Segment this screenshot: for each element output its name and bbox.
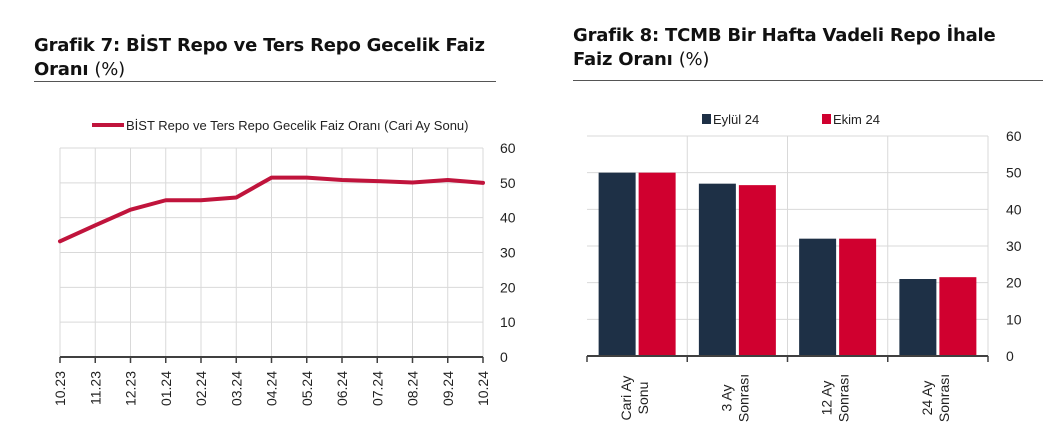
x-tick-label: 3 Ay bbox=[718, 385, 734, 412]
y-tick-label: 40 bbox=[1006, 201, 1022, 217]
chart-title-line1: Grafik 8: TCMB Bir Hafta Vadeli Repo İha… bbox=[573, 25, 996, 46]
legend-label: BİST Repo ve Ters Repo Gecelik Faiz Oran… bbox=[126, 118, 468, 133]
bar-eylul bbox=[899, 279, 937, 356]
x-tick-label: 01.24 bbox=[158, 371, 174, 406]
x-tick-label: 08.24 bbox=[405, 371, 421, 406]
chart-title-unit: (%) bbox=[678, 49, 710, 70]
x-tick-label: Sonrası bbox=[836, 374, 852, 422]
legend-swatch bbox=[702, 114, 711, 124]
chart-title-line2: Oranı bbox=[34, 59, 89, 80]
chart-panel-right: Grafik 8: TCMB Bir Hafta Vadeli Repo İha… bbox=[520, 0, 1053, 448]
y-tick-label: 0 bbox=[500, 349, 508, 365]
chart-title: Grafik 8: TCMB Bir Hafta Vadeli Repo İha… bbox=[573, 24, 1043, 72]
bar-ekim bbox=[738, 185, 776, 356]
bar-eylul bbox=[598, 172, 636, 356]
x-tick-label: Cari Ay bbox=[618, 376, 634, 421]
chart-title-line1: Grafik 7: BİST Repo ve Ters Repo Gecelik… bbox=[34, 35, 485, 56]
chart-title-unit: (%) bbox=[94, 59, 125, 80]
y-tick-label: 10 bbox=[500, 314, 516, 330]
x-tick-label: 24 Ay bbox=[919, 381, 935, 416]
x-tick-label: Sonrası bbox=[735, 374, 751, 422]
title-underline bbox=[573, 80, 1043, 81]
x-tick-label: Sonu bbox=[635, 382, 651, 415]
y-tick-label: 30 bbox=[1006, 238, 1022, 254]
x-tick-label: 04.24 bbox=[264, 371, 280, 406]
y-tick-label: 60 bbox=[1006, 128, 1022, 144]
chart-panel-left: Grafik 7: BİST Repo ve Ters Repo Gecelik… bbox=[0, 0, 520, 448]
x-tick-label: 11.23 bbox=[87, 371, 103, 405]
x-tick-label: 07.24 bbox=[369, 371, 385, 406]
y-tick-label: 10 bbox=[1006, 311, 1022, 327]
bar-ekim bbox=[638, 172, 676, 356]
y-tick-label: 50 bbox=[1006, 165, 1022, 181]
title-underline bbox=[34, 81, 496, 82]
chart-title: Grafik 7: BİST Repo ve Ters Repo Gecelik… bbox=[34, 34, 514, 82]
bar-eylul bbox=[799, 238, 837, 356]
y-tick-label: 60 bbox=[500, 140, 516, 156]
x-tick-label: 03.24 bbox=[228, 371, 244, 406]
y-tick-label: 20 bbox=[500, 279, 516, 295]
bar-ekim bbox=[839, 238, 877, 356]
x-tick-label: 12.23 bbox=[123, 371, 139, 406]
x-tick-label: 02.24 bbox=[193, 371, 209, 406]
y-tick-label: 40 bbox=[500, 210, 516, 226]
x-tick-label: 12 Ay bbox=[819, 381, 835, 416]
y-tick-label: 0 bbox=[1006, 348, 1014, 364]
bar-eylul bbox=[698, 183, 736, 356]
legend-swatch bbox=[822, 114, 831, 124]
y-tick-label: 20 bbox=[1006, 275, 1022, 291]
x-tick-label: 09.24 bbox=[440, 371, 456, 406]
x-tick-label: Sonrası bbox=[936, 374, 952, 422]
x-tick-label: 10.24 bbox=[475, 371, 491, 406]
line-chart: 0 10 20 30 40 50 60 10.23 11.23 12.23 01.24 02.24 03… bbox=[52, 118, 516, 406]
y-tick-label: 50 bbox=[500, 175, 516, 191]
legend-label: Ekim 24 bbox=[833, 112, 880, 127]
x-tick-label: 05.24 bbox=[299, 371, 315, 406]
y-tick-label: 30 bbox=[500, 245, 516, 261]
line-series bbox=[58, 175, 485, 244]
x-tick-label: 06.24 bbox=[334, 371, 350, 406]
chart-title-line2: Faiz Oranı bbox=[573, 49, 673, 70]
bar-ekim bbox=[939, 277, 977, 356]
x-tick-label: 10.23 bbox=[52, 371, 68, 406]
legend-label: Eylül 24 bbox=[713, 112, 759, 127]
